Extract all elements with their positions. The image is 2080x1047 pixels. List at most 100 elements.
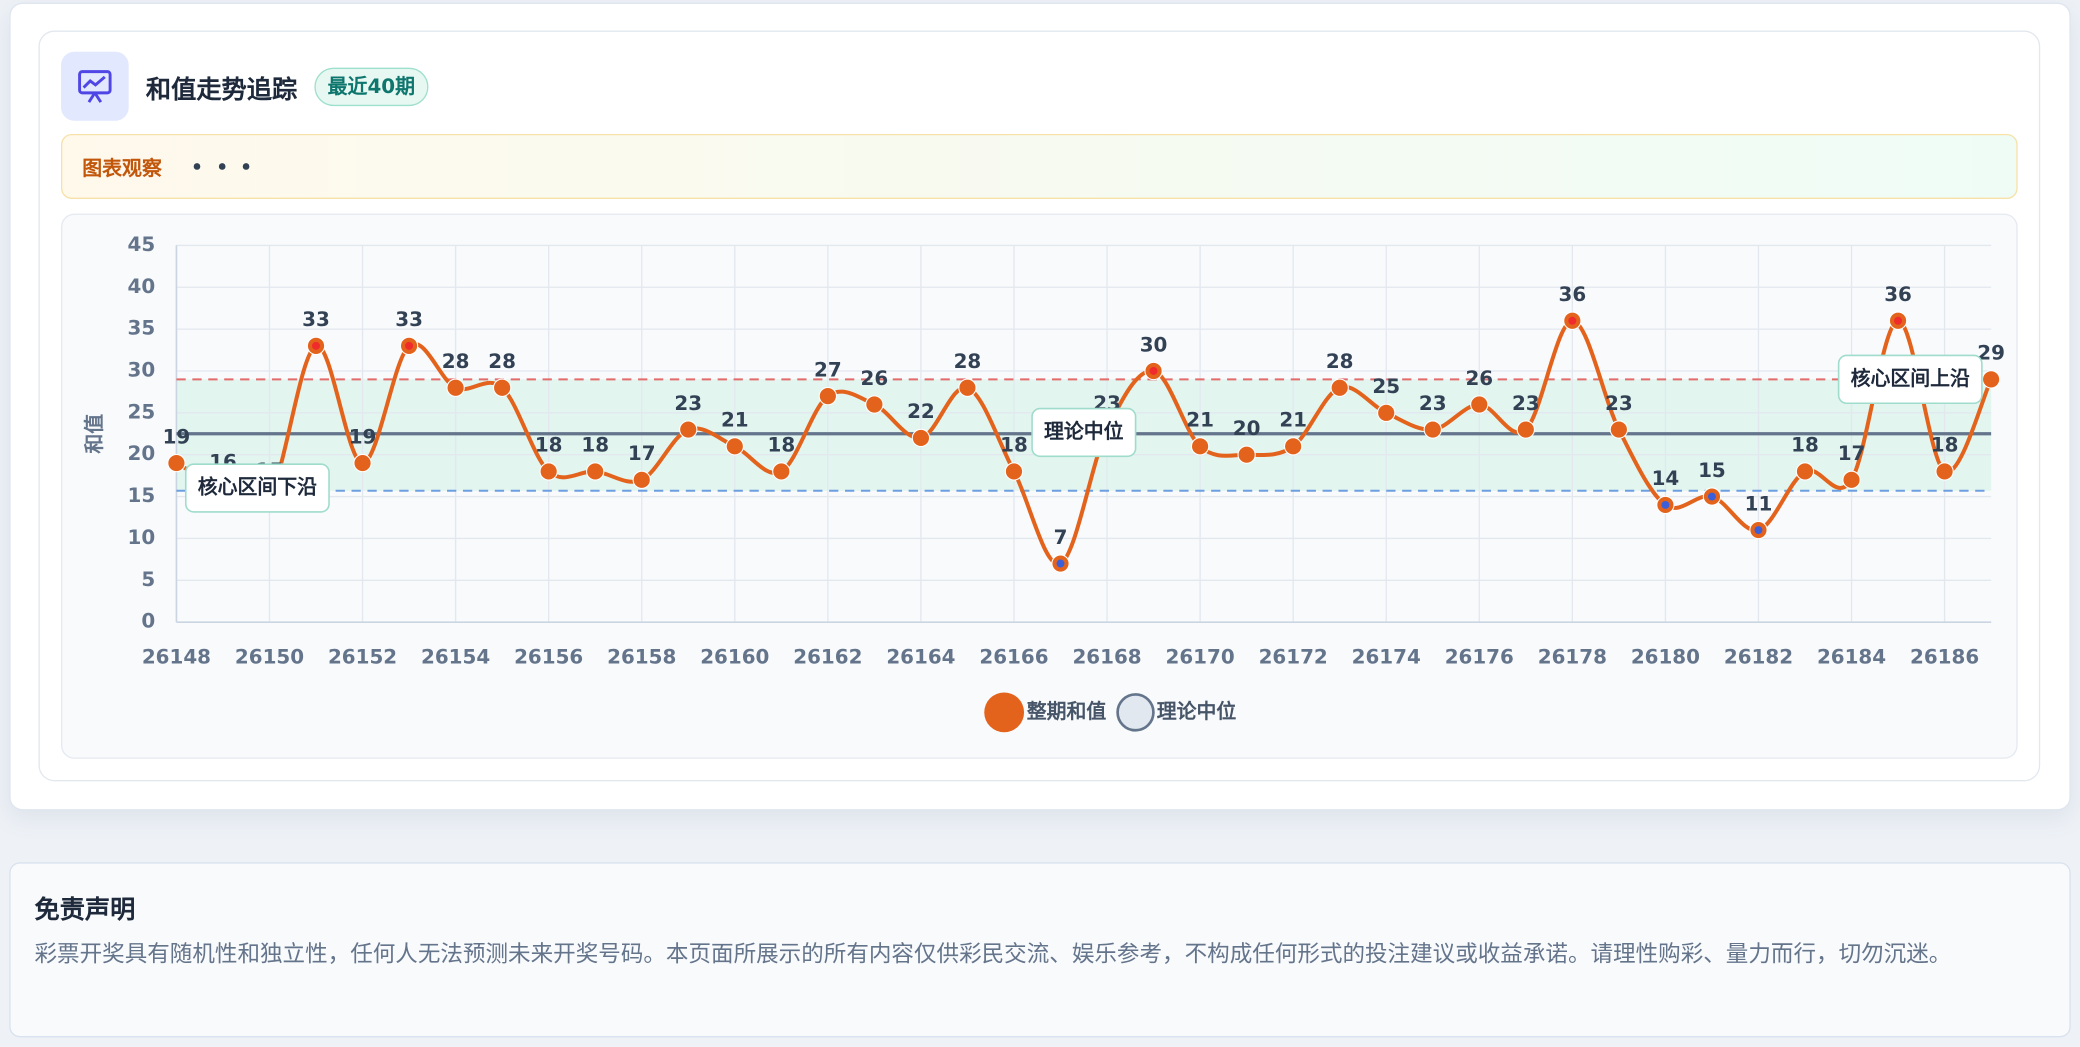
point (539, 462, 558, 481)
x-tick-label: 26156 (514, 645, 583, 668)
x-tick-label: 26150 (235, 645, 304, 668)
data-label: 22 (907, 400, 935, 423)
annotation-box (184, 463, 330, 513)
x-tick-label: 26148 (142, 645, 211, 668)
data-label: 36 (1559, 283, 1587, 306)
point-low (1707, 492, 1716, 501)
annotation-label: 核心区间下沿 (198, 476, 317, 499)
legend-swatch (1116, 693, 1155, 732)
y-tick-label: 5 (141, 568, 155, 591)
loading-dot (242, 163, 250, 170)
data-label: 14 (1652, 467, 1680, 490)
legend: 整期和值 理论中位 (984, 692, 1237, 733)
data-label: 23 (1605, 392, 1633, 415)
trend-panel (38, 30, 2041, 782)
y-tick-label: 15 (128, 484, 156, 507)
point (167, 453, 186, 473)
data-label: 25 (1372, 375, 1400, 398)
y-tick-label: 10 (128, 526, 156, 549)
x-tick-label: 26176 (1445, 645, 1514, 668)
point-high (1894, 316, 1903, 325)
point (1284, 437, 1303, 456)
point-high (1149, 367, 1158, 375)
y-axis-title: 和值 (83, 414, 106, 454)
y-tick-label: 40 (128, 275, 156, 298)
data-label: 26 (861, 367, 889, 390)
point-low (1754, 526, 1763, 535)
point (958, 378, 977, 397)
point (1795, 462, 1815, 481)
y-tick-label: 45 (128, 233, 156, 256)
data-label: 28 (488, 350, 516, 373)
data-label: 36 (1884, 283, 1912, 306)
point (679, 420, 698, 439)
data-label: 27 (814, 358, 842, 381)
data-label: 23 (1419, 392, 1447, 415)
point (1981, 370, 2001, 389)
point (586, 462, 605, 481)
data-label: 21 (1279, 409, 1307, 432)
point (1609, 420, 1629, 439)
x-tick-label: 26178 (1538, 645, 1607, 668)
chart: 0 5 10 15 20 25 30 35 40 45 26148 26150 26152 26154 26… (83, 233, 2005, 733)
notice-bar[interactable] (61, 133, 2018, 199)
x-tick-label: 26170 (1166, 645, 1235, 668)
point-high (312, 341, 320, 350)
data-label: 33 (395, 308, 423, 331)
x-tick-label: 26168 (1072, 645, 1141, 668)
point-high (405, 341, 414, 350)
point (1516, 420, 1535, 439)
card-title: 和值走势追踪 (145, 75, 298, 105)
disclaimer-card (9, 862, 2071, 1038)
point (1004, 462, 1024, 481)
disclaimer-title: 免责声明 (34, 895, 136, 925)
period-badge: 最近40期 (314, 67, 429, 107)
data-label: 18 (1931, 434, 1959, 457)
loading-dot (218, 163, 226, 170)
point (1842, 470, 1861, 489)
point (1470, 395, 1489, 414)
data-label: 29 (1977, 342, 2005, 365)
legend-swatch (984, 692, 1025, 733)
data-label: 28 (442, 350, 470, 373)
notice-label: 图表观察 (82, 156, 162, 181)
point (1423, 420, 1442, 439)
point (1330, 378, 1349, 397)
annotation-label: 理论中位 (1044, 420, 1124, 443)
data-label: 23 (674, 392, 702, 415)
x-tick-label: 26184 (1817, 645, 1886, 668)
data-label: 18 (1000, 434, 1028, 457)
data-label: 18 (767, 434, 795, 457)
x-tick-label: 26154 (421, 645, 490, 668)
loading-dot (193, 163, 201, 170)
y-tick-label: 30 (128, 358, 156, 381)
x-tick-label: 26182 (1724, 645, 1793, 668)
point (1377, 403, 1396, 422)
point (865, 395, 884, 414)
legend-label: 整期和值 (1027, 700, 1107, 723)
x-tick-label: 26180 (1631, 645, 1700, 668)
annotation-box (1837, 354, 1983, 405)
point (818, 386, 838, 406)
y-tick-label: 0 (141, 610, 155, 633)
data-label: 26 (1465, 367, 1493, 390)
data-label: 28 (1326, 350, 1354, 373)
point (1935, 462, 1954, 481)
point (446, 378, 465, 397)
annotation: 核心区间上沿 (1837, 354, 1983, 405)
point (911, 428, 931, 448)
data-label: 19 (163, 425, 191, 448)
x-tick-label: 26160 (700, 645, 769, 668)
data-label: 20 (1233, 417, 1261, 440)
chart-icon (61, 51, 129, 121)
y-tick-label: 25 (128, 400, 156, 423)
point (1190, 437, 1210, 456)
x-tick-label: 26164 (886, 645, 955, 668)
point (725, 437, 744, 456)
data-label: 17 (1838, 442, 1866, 465)
legend-label: 理论中位 (1157, 700, 1237, 723)
data-label: 18 (581, 434, 609, 457)
data-label: 21 (1186, 409, 1214, 432)
icon-graphic (78, 70, 112, 103)
